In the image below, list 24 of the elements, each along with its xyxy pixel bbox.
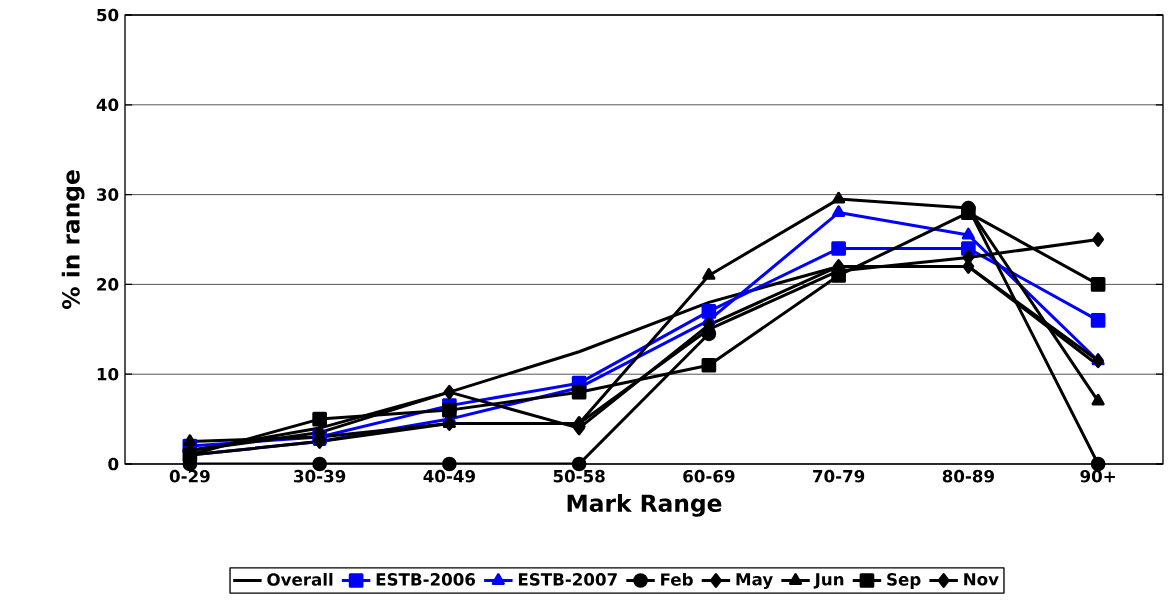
y-tick-label: 10 xyxy=(97,367,119,381)
x-tick-label: 90+ xyxy=(1080,469,1115,483)
x-axis-title: Mark Range xyxy=(567,493,722,517)
y-tick-label: 50 xyxy=(97,8,119,22)
y-tick-label: 30 xyxy=(97,188,119,201)
legend-label: Nov xyxy=(964,573,999,586)
legend-label: ESTB-2007 xyxy=(518,573,617,586)
x-tick-label: 50-58 xyxy=(553,469,605,483)
legend-label: ESTB-2006 xyxy=(376,573,476,586)
x-tick-label: 30-39 xyxy=(294,469,346,483)
x-tick-label: 80-89 xyxy=(942,469,994,483)
y-tick-label: 40 xyxy=(96,98,119,112)
x-tick-label: 60-69 xyxy=(683,469,735,483)
legend-label: Jun xyxy=(813,573,844,589)
legend-label: Sep xyxy=(887,573,921,589)
legend-label: May xyxy=(736,573,773,589)
x-tick-label: 70-79 xyxy=(813,469,865,483)
y-tick-label: 20 xyxy=(97,278,119,291)
legend-label: Overall xyxy=(267,572,333,586)
y-axis-title: % in range xyxy=(61,170,85,310)
x-tick-label: 0-29 xyxy=(169,469,210,483)
legend-label: Feb xyxy=(661,572,693,586)
y-tick-label: 0 xyxy=(108,457,119,471)
x-tick-label: 40-49 xyxy=(423,469,475,483)
